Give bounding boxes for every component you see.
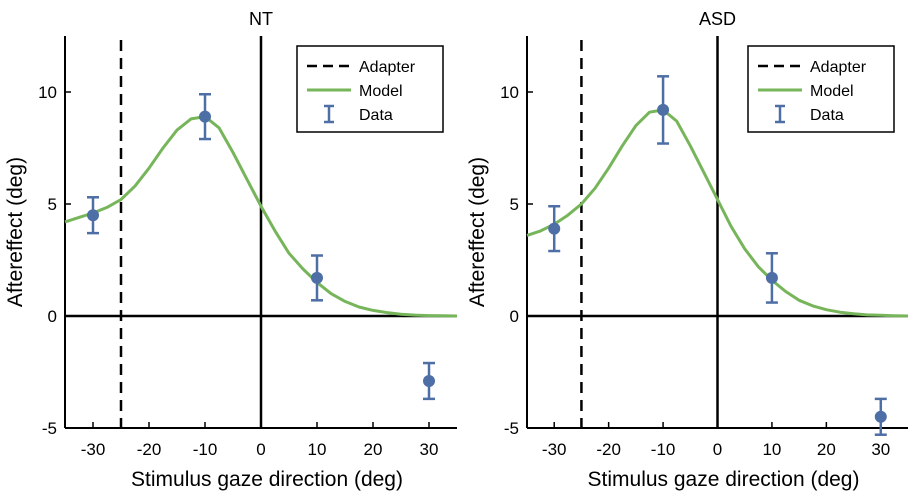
data-point bbox=[548, 222, 561, 235]
y-tick-label: 5 bbox=[510, 195, 519, 214]
x-tick-label: -20 bbox=[596, 440, 621, 459]
data-point bbox=[423, 374, 435, 387]
y-tick-label: 10 bbox=[38, 83, 57, 102]
legend-label-model: Model bbox=[359, 83, 403, 100]
y-axis-label: Aftereffect (deg) bbox=[4, 157, 27, 307]
x-tick-label: -30 bbox=[81, 440, 106, 459]
legend-label-adapter: Adapter bbox=[359, 59, 416, 76]
x-tick-label: -10 bbox=[651, 440, 676, 459]
legend-label-adapter: Adapter bbox=[810, 59, 867, 76]
panel-title: ASD bbox=[699, 9, 736, 29]
x-tick-label: 10 bbox=[308, 440, 327, 459]
panel-asd: -30 -20 -10 0 10 20 30 -5 0 5 10 Stimulus gaze dire… bbox=[466, 9, 909, 491]
x-tick-label: 20 bbox=[817, 440, 836, 459]
y-tick-label: 0 bbox=[48, 307, 57, 326]
x-axis-label: Stimulus gaze direction (deg) bbox=[588, 468, 860, 491]
y-axis-label: Aftereffect (deg) bbox=[466, 157, 489, 307]
y-tick-label: 10 bbox=[500, 83, 519, 102]
data-point bbox=[874, 410, 887, 423]
legend-label-data: Data bbox=[810, 107, 844, 124]
legend: Adapter Model Data bbox=[747, 45, 895, 133]
x-tick-label: -20 bbox=[137, 440, 162, 459]
x-tick-label: 30 bbox=[420, 440, 439, 459]
x-tick-label: 0 bbox=[256, 440, 265, 459]
panel-nt: -30 -20 -10 0 10 20 30 -5 0 5 10 Stimulus gaze dire… bbox=[4, 9, 458, 491]
data-point bbox=[87, 209, 99, 222]
data-point bbox=[765, 271, 778, 284]
y-tick-label: 0 bbox=[510, 307, 519, 326]
x-tick-label: -30 bbox=[542, 440, 567, 459]
x-axis-label: Stimulus gaze direction (deg) bbox=[131, 468, 403, 491]
x-tick-label: 10 bbox=[762, 440, 781, 459]
data-point bbox=[311, 271, 323, 284]
x-tick-label: 30 bbox=[871, 440, 890, 459]
panel-title: NT bbox=[249, 9, 273, 29]
x-tick-label: 0 bbox=[713, 440, 722, 459]
model-curve bbox=[64, 115, 458, 318]
data-point bbox=[199, 110, 211, 123]
data-point bbox=[657, 103, 670, 116]
x-tick-label: 20 bbox=[364, 440, 383, 459]
x-tick-label: -10 bbox=[193, 440, 218, 459]
legend-label-data: Data bbox=[359, 107, 393, 124]
y-tick-label: -5 bbox=[504, 419, 519, 438]
legend: Adapter Model Data bbox=[296, 45, 444, 133]
legend-label-model: Model bbox=[810, 83, 854, 100]
y-tick-label: -5 bbox=[42, 419, 57, 438]
y-tick-label: 5 bbox=[48, 195, 57, 214]
model-curve bbox=[526, 108, 909, 318]
